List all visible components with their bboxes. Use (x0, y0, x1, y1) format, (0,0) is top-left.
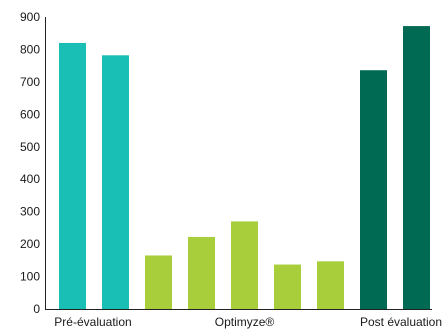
bar (102, 55, 129, 310)
y-tick-label: 500 (20, 140, 40, 154)
group-label: Post évaluation (360, 315, 442, 329)
y-tick-labels: 0 100 200 300 400 500 600 700 800 900 (20, 10, 40, 316)
y-tick-label: 600 (20, 107, 40, 121)
y-tick-label: 900 (20, 10, 40, 24)
bar (145, 255, 172, 309)
bar (188, 236, 215, 309)
bar (231, 221, 258, 309)
group-label: Pré-évaluation (54, 315, 131, 329)
group-label: Optimyze® (215, 315, 275, 329)
y-tick-label: 100 (20, 270, 40, 284)
group-labels: Pré-évaluation Optimyze® Post évaluation (54, 315, 442, 329)
bars (59, 26, 430, 310)
y-tick-label: 700 (20, 75, 40, 89)
bar (403, 26, 430, 310)
bar (274, 264, 301, 309)
y-tick-label: 300 (20, 205, 40, 219)
y-tick-label: 0 (33, 302, 40, 316)
bar (59, 42, 86, 309)
y-tick-label: 800 (20, 42, 40, 56)
bar (360, 70, 387, 309)
y-tick-label: 400 (20, 172, 40, 186)
y-tick-label: 200 (20, 237, 40, 251)
bar (317, 261, 344, 309)
